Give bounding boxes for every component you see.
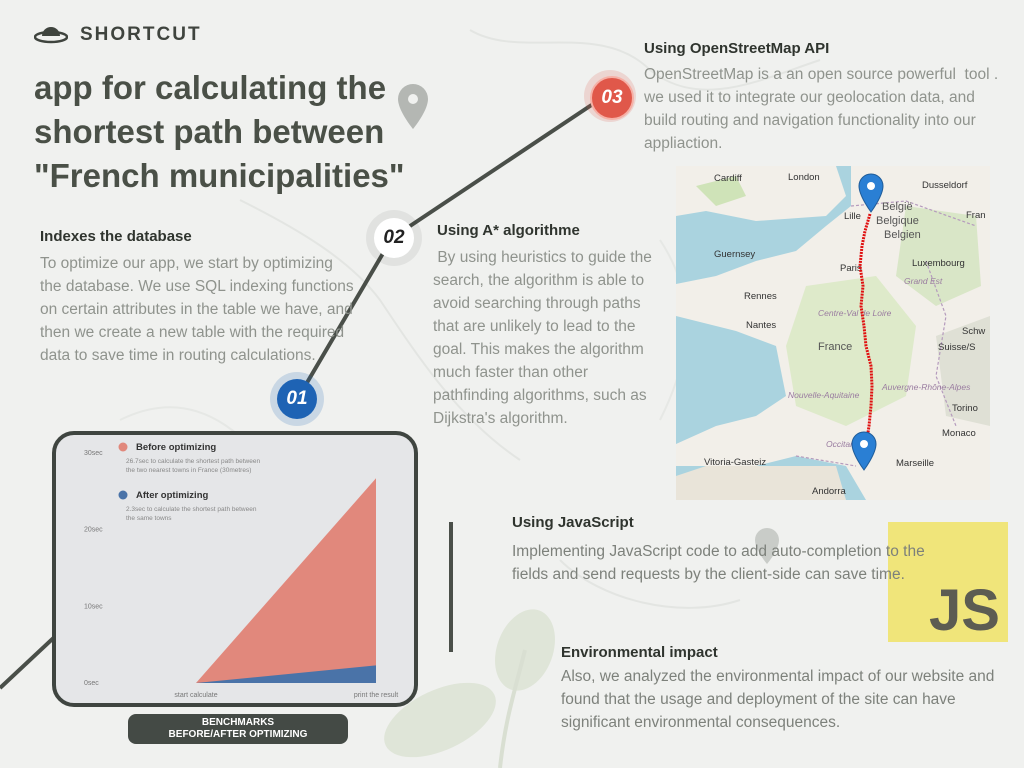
map-label: France (818, 341, 852, 353)
brand-name: SHORTCUT (80, 24, 202, 45)
map-label: Lille (844, 211, 861, 222)
x-tick-label: start calculate (174, 692, 217, 699)
astar-body: By using heuristics to guide the search,… (433, 249, 657, 427)
map-label: Cardiff (714, 173, 742, 184)
map-label: Dusseldorf (922, 180, 968, 191)
map-label: Luxembourg (912, 258, 965, 269)
astar-title: Using A* algorithme (437, 222, 580, 239)
map-label: Centre-Val de Loire (818, 308, 892, 318)
step-2-badge: 02 (374, 218, 414, 258)
map-label: Auvergne-Rhône-Alpes (881, 382, 971, 392)
benchmark-chart: 0sec 10sec 20sec 30sec start calculate print … (52, 431, 418, 707)
map-label: Suisse/S (938, 342, 976, 353)
openstreetmap-view[interactable]: Cardiff London Dusseldorf België Lille B… (676, 166, 990, 500)
legend-description: 26.7sec to calculate the shortest path b… (126, 458, 260, 474)
map-label: Belgique (876, 215, 919, 227)
javascript-logo: JS (888, 522, 1008, 642)
legend-label: Before optimizing (136, 442, 216, 453)
section-divider (449, 522, 453, 652)
map-label: Schw (962, 326, 985, 337)
saturn-icon (34, 27, 68, 44)
map-label: Torino (952, 403, 978, 414)
legend-swatch (118, 442, 128, 452)
y-tick-label: 10sec (84, 603, 103, 610)
benchmark-label: BENCHMARKS BEFORE/AFTER OPTIMIZING (128, 714, 348, 744)
database-title: Indexes the database (40, 228, 192, 245)
environment-body: Also, we analyzed the environmental impa… (561, 668, 995, 731)
map-label: België (882, 201, 913, 213)
start-marker-icon[interactable] (858, 173, 884, 213)
map-label: Nouvelle-Aquitaine (788, 390, 860, 400)
map-label: Monaco (942, 428, 976, 439)
legend-swatch (118, 490, 128, 500)
map-label: Grand Est (904, 276, 943, 286)
map-label: Fran (966, 210, 986, 221)
map-label: Marseille (896, 458, 934, 469)
map-label: Nantes (746, 320, 776, 331)
map-canvas: Cardiff London Dusseldorf België Lille B… (676, 166, 990, 500)
map-label: Rennes (744, 291, 777, 302)
y-tick-label: 0sec (84, 680, 99, 687)
x-tick-label: print the result (354, 692, 398, 699)
benchmark-chart-svg: 0sec 10sec 20sec 30sec start calculate print … (84, 442, 398, 699)
map-label: Paris (840, 263, 862, 274)
end-marker-icon[interactable] (851, 431, 877, 471)
map-label: Occitanie (826, 439, 862, 449)
javascript-body: Implementing JavaScript code to add auto… (512, 543, 925, 583)
map-label: Belgien (884, 229, 921, 241)
series-area-2 (196, 665, 376, 683)
environment-title: Environmental impact (561, 644, 718, 661)
map-label: London (788, 172, 820, 183)
map-label: Andorra (812, 486, 847, 497)
step-3-badge: 03 (590, 76, 634, 120)
map-label: Vitoria-Gasteiz (704, 457, 766, 468)
map-label: Guernsey (714, 249, 755, 260)
y-tick-label: 20sec (84, 527, 103, 534)
osm-title: Using OpenStreetMap API (644, 40, 830, 57)
legend-label: After optimizing (136, 490, 208, 501)
javascript-title: Using JavaScript (512, 514, 634, 531)
brand-logo[interactable]: SHORTCUT (34, 24, 202, 46)
page-title: app for calculating the shortest path be… (34, 69, 405, 194)
series-area-1 (196, 478, 376, 683)
y-tick-label: 30sec (84, 450, 103, 457)
step-1-badge: 01 (277, 379, 317, 419)
legend-description: 2.3sec to calculate the shortest path be… (126, 506, 257, 522)
database-body: To optimize our app, we start by optimiz… (40, 255, 354, 364)
osm-body: OpenStreetMap is a an open source powerf… (644, 66, 1003, 152)
